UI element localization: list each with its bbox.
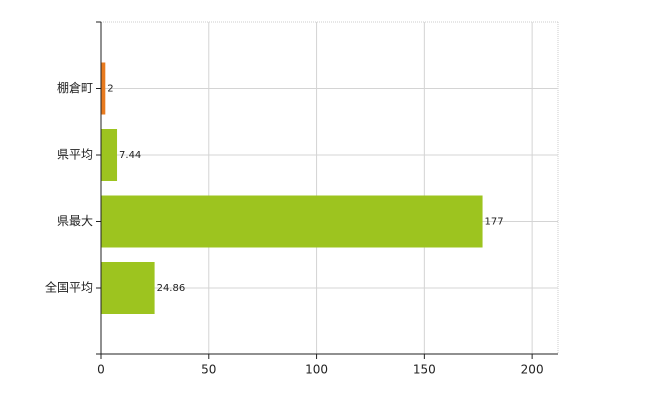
y-tick-label: 全国平均 [45,280,93,295]
x-tick-label: 150 [413,363,436,377]
bar [101,262,155,314]
x-tick-label: 0 [97,363,105,377]
bar [101,62,106,115]
value-label: 2 [107,84,113,95]
x-tick-label: 100 [305,363,328,377]
y-tick-label: 県最大 [57,214,93,228]
value-label: 177 [485,217,504,228]
bar [101,129,118,181]
value-label: 7.44 [119,150,141,161]
value-label: 24.86 [157,283,186,294]
y-tick-label: 県平均 [57,148,93,162]
y-tick-label: 棚倉町 [57,80,93,95]
bar [101,195,483,248]
x-tick-label: 200 [521,363,544,377]
x-tick-label: 50 [201,363,216,377]
